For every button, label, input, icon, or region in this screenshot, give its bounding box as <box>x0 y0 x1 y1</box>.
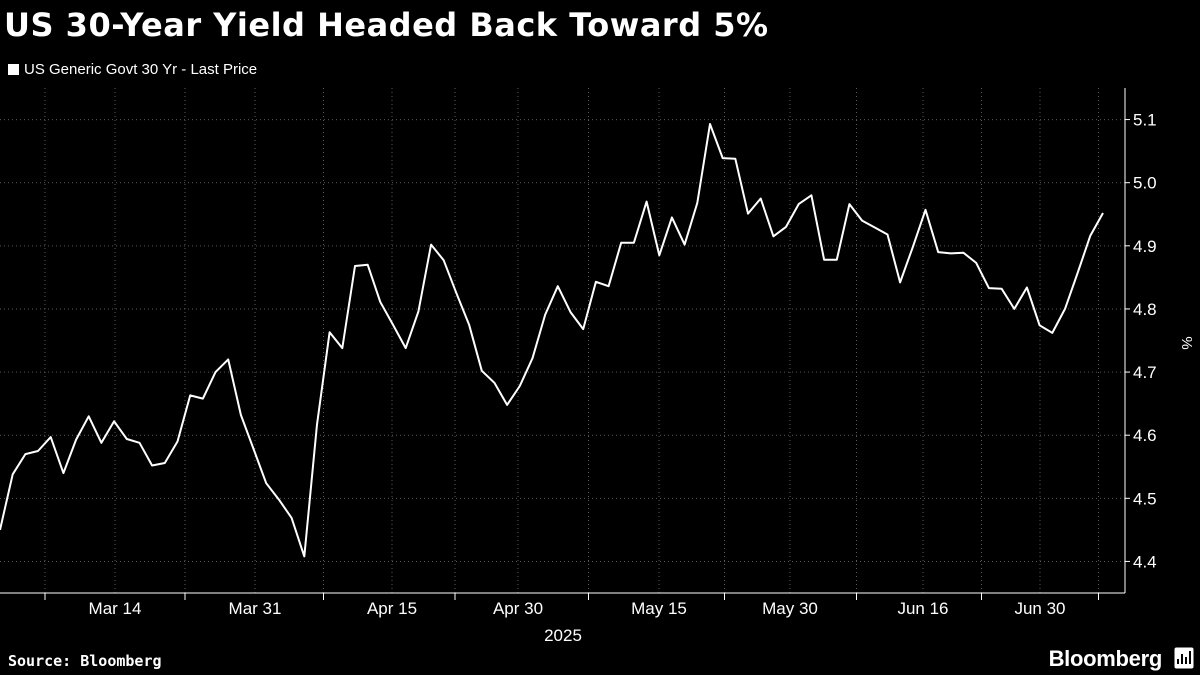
x-tick-label: Mar 14 <box>89 599 142 618</box>
x-tick-label: Jun 16 <box>897 599 948 618</box>
chart-title: US 30-Year Yield Headed Back Toward 5% <box>4 6 769 44</box>
source-note: Source: Bloomberg <box>8 652 162 670</box>
terminal-chart-icon <box>1174 647 1194 669</box>
x-tick-label: May 30 <box>762 599 818 618</box>
y-tick-label: 4.8 <box>1133 300 1157 319</box>
x-tick-label: Jun 30 <box>1014 599 1065 618</box>
x-tick-label: May 15 <box>631 599 687 618</box>
bloomberg-logo: Bloomberg <box>1048 646 1163 671</box>
x-tick-label: Apr 30 <box>493 599 543 618</box>
x-axis-label: 2025 <box>544 626 582 645</box>
x-tick-label: Mar 31 <box>229 599 282 618</box>
legend: US Generic Govt 30 Yr - Last Price <box>8 61 257 78</box>
y-tick-label: 5.0 <box>1133 174 1157 193</box>
legend-label: US Generic Govt 30 Yr - Last Price <box>24 61 258 78</box>
y-tick-label: 4.5 <box>1133 489 1157 508</box>
y-tick-label: 4.7 <box>1133 363 1157 382</box>
y-tick-label: 4.4 <box>1133 552 1157 571</box>
legend-swatch <box>8 64 19 75</box>
y-tick-label: 4.6 <box>1133 426 1157 445</box>
y-tick-label: 4.9 <box>1133 237 1157 256</box>
x-tick-label: Apr 15 <box>367 599 417 618</box>
series-line <box>0 123 1104 558</box>
y-tick-label: 5.1 <box>1133 111 1157 130</box>
y-axis-label: % <box>1178 336 1195 349</box>
